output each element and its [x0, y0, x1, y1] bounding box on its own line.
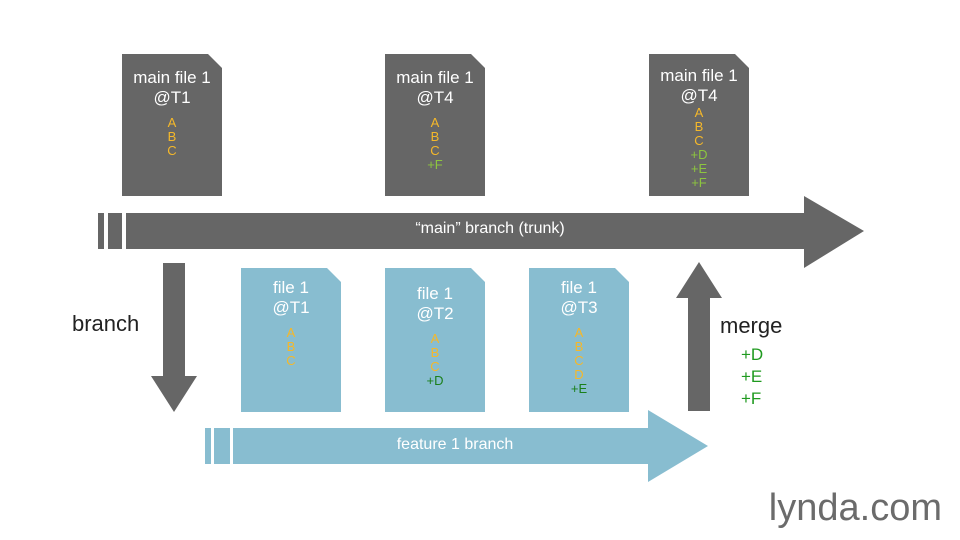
document-icon [385, 268, 485, 412]
doc-title: main file 1 [660, 66, 738, 85]
doc-title: file 1 [417, 284, 453, 303]
doc-line: C [574, 353, 584, 368]
doc-lines: A B C +D [385, 332, 485, 388]
merge-change-item: +D [741, 345, 764, 364]
doc-title: file 1 [561, 278, 597, 297]
doc-line: B [286, 339, 296, 354]
document-icon [649, 54, 749, 196]
doc-line: D [574, 367, 584, 382]
feature-doc: file 1 @T2 A B C +D [385, 268, 485, 412]
merge-changes: +D +E +F [741, 344, 763, 410]
doc-lines: A B C D +E [529, 326, 629, 396]
branch-label: branch [72, 311, 140, 336]
doc-title: main file 1 [396, 68, 474, 87]
doc-line: +D [426, 373, 444, 388]
document-icon [122, 54, 222, 196]
main-doc: main file 1 @T4 A B C +F [385, 54, 485, 196]
lynda-logo: lynda.com [768, 487, 942, 529]
document-icon [529, 268, 629, 412]
main-branch-label: “main” branch (trunk) [415, 220, 565, 237]
doc-line: A [694, 105, 704, 120]
doc-line: C [286, 353, 296, 368]
doc-line: B [430, 345, 440, 360]
doc-line: +D [690, 147, 708, 162]
doc-line: +F [427, 157, 443, 172]
merge-change-item: +E [741, 367, 763, 386]
doc-line: C [430, 143, 440, 158]
doc-time: @T3 [560, 298, 598, 317]
doc-line: B [430, 129, 440, 144]
document-icon [241, 268, 341, 412]
doc-line: B [167, 129, 177, 144]
doc-line: A [286, 325, 296, 340]
doc-line: +F [691, 175, 707, 190]
feature-doc: file 1 @T3 A B C D +E [529, 268, 629, 412]
doc-line: +E [690, 161, 708, 176]
doc-time: @T1 [272, 298, 310, 317]
feature-doc: file 1 @T1 A B C [241, 268, 341, 412]
doc-time: @T1 [153, 88, 191, 107]
doc-lines: A B C +D +E +F [649, 106, 749, 190]
main-doc: main file 1 @T4 A B C +D +E +F [649, 54, 749, 196]
doc-line: A [430, 331, 440, 346]
doc-line: A [430, 115, 440, 130]
doc-line: +E [570, 381, 588, 396]
doc-time: @T4 [416, 88, 454, 107]
doc-line: B [694, 119, 704, 134]
main-doc: main file 1 @T1 A B C [122, 54, 222, 196]
doc-line: A [574, 325, 584, 340]
doc-lines: A B C +F [385, 116, 485, 172]
doc-time: @T2 [416, 304, 454, 323]
doc-lines: A B C [122, 116, 222, 158]
doc-lines: A B C [241, 326, 341, 368]
doc-line: C [430, 359, 440, 374]
feature-branch-label: feature 1 branch [396, 436, 514, 453]
merge-label: merge [720, 313, 783, 338]
document-icon [385, 54, 485, 196]
merge-change-item: +F [741, 389, 762, 408]
doc-line: C [167, 143, 177, 158]
doc-title: file 1 [273, 278, 309, 297]
doc-title: main file 1 [133, 68, 211, 87]
doc-time: @T4 [680, 86, 718, 105]
doc-line: B [574, 339, 584, 354]
doc-line: A [167, 115, 177, 130]
doc-line: C [694, 133, 704, 148]
